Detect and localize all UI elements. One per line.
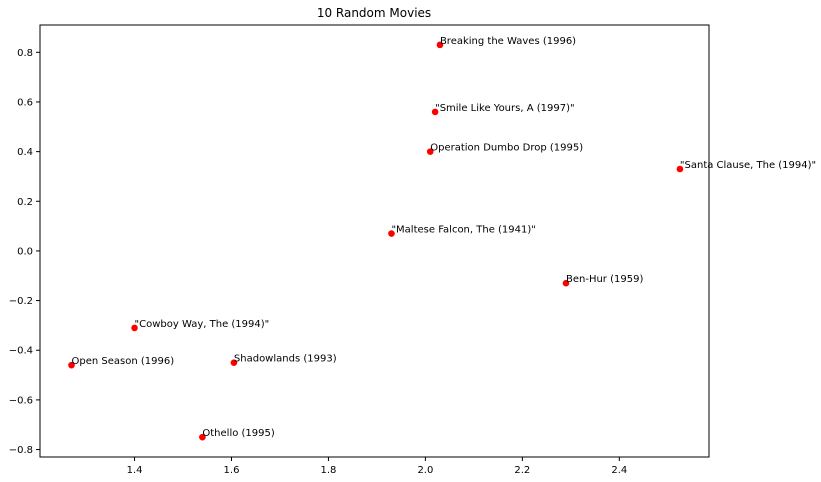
y-tick-label: 0.2 <box>17 197 33 208</box>
point-label: Shadowlands (1993) <box>234 354 337 365</box>
point-label: Breaking the Waves (1996) <box>440 36 576 47</box>
y-tick-label: −0.2 <box>9 296 33 307</box>
y-tick-label: −0.6 <box>9 395 33 406</box>
data-point <box>68 361 75 369</box>
point-label: Operation Dumbo Drop (1995) <box>430 143 583 154</box>
data-point <box>388 230 395 237</box>
data-points: Breaking the Waves (1996) "Smile Like You… <box>68 36 816 441</box>
x-tick-label: 2.2 <box>514 465 530 476</box>
point-label: "Cowboy Way, The (1994)" <box>135 319 270 330</box>
y-tick-label: 0.4 <box>17 147 33 158</box>
point-label: "Maltese Falcon, The (1941)" <box>391 225 535 236</box>
data-point <box>436 41 444 49</box>
y-tick-label: 0.6 <box>17 97 33 108</box>
data-point <box>431 108 439 116</box>
data-point <box>426 148 434 155</box>
y-tick-label: −0.4 <box>9 346 33 357</box>
point-label: "Santa Clause, The (1994)" <box>680 160 816 171</box>
data-point <box>562 279 570 287</box>
data-point <box>199 433 206 441</box>
plot-frame <box>39 24 710 458</box>
y-axis: −0.8 −0.6 −0.4 −0.2 0.0 0.2 0.4 0.6 0.8 <box>9 48 40 456</box>
chart-title: 10 Random Movies <box>317 6 431 20</box>
x-axis: 1.4 1.6 1.8 2.0 2.2 2.4 <box>127 457 627 476</box>
data-point <box>230 359 238 366</box>
x-tick-label: 2.0 <box>417 465 433 476</box>
x-tick-label: 1.8 <box>320 465 336 476</box>
point-label: Open Season (1996) <box>72 356 175 367</box>
point-label: Ben-Hur (1959) <box>566 274 643 285</box>
point-label: "Smile Like Yours, A (1997)" <box>435 103 574 114</box>
y-tick-label: 0.0 <box>17 246 33 257</box>
data-point <box>676 165 684 173</box>
x-tick-label: 1.6 <box>224 465 240 476</box>
point-label: Othello (1995) <box>202 428 274 439</box>
x-tick-label: 2.4 <box>611 465 627 476</box>
x-tick-label: 1.4 <box>127 465 143 476</box>
y-tick-label: −0.8 <box>9 445 33 456</box>
data-point <box>131 324 138 332</box>
y-tick-label: 0.8 <box>17 48 33 59</box>
